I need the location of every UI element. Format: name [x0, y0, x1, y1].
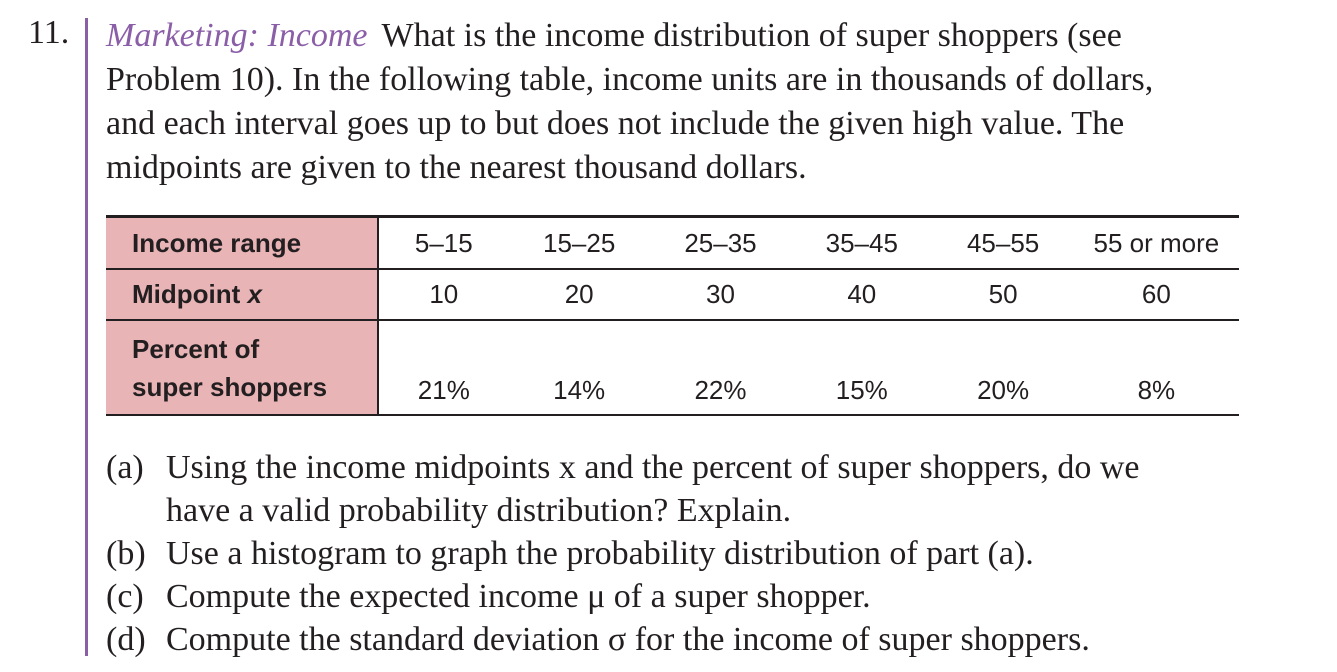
- part-c: (c) Compute the expected income μ of a s…: [106, 575, 1321, 618]
- percent-row: Percent of super shoppers 21% 14% 22% 15%…: [106, 320, 1239, 416]
- percent-cell: 21%: [378, 320, 509, 416]
- income-range-cell: 5–15: [378, 215, 509, 270]
- part-a-text: Using the income midpoints x and the per…: [166, 446, 1140, 532]
- part-d-label: (d): [106, 621, 146, 658]
- part-c-text: Compute the expected income μ of a super…: [166, 578, 871, 615]
- problem-number: 11.: [28, 14, 70, 51]
- intro-text-1: What is the income distribution of super…: [381, 17, 1122, 54]
- midpoint-cell: 20: [508, 269, 650, 321]
- part-b: (b) Use a histogram to graph the probabi…: [106, 532, 1321, 575]
- intro-line-3: and each interval goes up to but does no…: [106, 105, 1125, 142]
- intro-line-4: midpoints are given to the nearest thous…: [106, 149, 807, 186]
- midpoint-label: Midpoint: [132, 279, 248, 309]
- income-range-header: Income range: [106, 215, 380, 270]
- midpoint-cell: 60: [1073, 269, 1239, 321]
- percent-cell: 22%: [649, 320, 792, 416]
- income-range-cell: 55 or more: [1073, 215, 1239, 270]
- part-a-label: (a): [106, 449, 144, 486]
- part-a: (a) Using the income midpoints x and the…: [106, 446, 1321, 532]
- problem-left-rule: [85, 18, 88, 656]
- percent-cell: 20%: [932, 320, 1074, 416]
- part-b-text: Use a histogram to graph the probability…: [166, 535, 1034, 572]
- income-range-cell: 25–35: [649, 215, 792, 270]
- part-a-line-1: Using the income midpoints x and the per…: [166, 449, 1140, 486]
- midpoint-variable: x: [247, 279, 262, 309]
- part-d-text: Compute the standard deviation σ for the…: [166, 621, 1090, 658]
- problem-parts: (a) Using the income midpoints x and the…: [106, 446, 1321, 661]
- part-a-line-2: have a valid probability distribution? E…: [166, 492, 792, 529]
- intro-line-1: Marketing: Income What is the income dist…: [106, 14, 1321, 58]
- income-range-cell: 15–25: [508, 215, 650, 270]
- percent-cell: 14%: [508, 320, 650, 416]
- part-c-label: (c): [106, 578, 144, 615]
- income-range-row: Income range 5–15 15–25 25–35 35–45 45–5…: [106, 215, 1239, 270]
- part-b-label: (b): [106, 535, 146, 572]
- percent-cell: 8%: [1073, 320, 1239, 416]
- intro-line-2: Problem 10). In the following table, inc…: [106, 61, 1154, 98]
- problem-intro: Marketing: Income What is the income dist…: [106, 14, 1321, 190]
- income-distribution-table: Income range 5–15 15–25 25–35 35–45 45–5…: [106, 215, 1239, 416]
- midpoint-header: Midpoint x: [106, 269, 380, 321]
- problem-topic: Marketing: Income: [106, 17, 368, 54]
- midpoint-row: Midpoint x 10 20 30 40 50 60: [106, 269, 1239, 321]
- income-range-cell: 45–55: [932, 215, 1074, 270]
- midpoint-cell: 10: [378, 269, 509, 321]
- part-d: (d) Compute the standard deviation σ for…: [106, 618, 1321, 661]
- income-distribution-table-wrapper: Income range 5–15 15–25 25–35 35–45 45–5…: [106, 215, 1239, 416]
- percent-header: Percent of super shoppers: [106, 320, 380, 416]
- midpoint-cell: 30: [649, 269, 792, 321]
- percent-cell: 15%: [791, 320, 933, 416]
- percent-header-line-2: super shoppers: [132, 371, 328, 402]
- midpoint-cell: 50: [932, 269, 1074, 321]
- midpoint-cell: 40: [791, 269, 933, 321]
- percent-header-line-1: Percent of: [132, 333, 260, 364]
- income-range-cell: 35–45: [791, 215, 933, 270]
